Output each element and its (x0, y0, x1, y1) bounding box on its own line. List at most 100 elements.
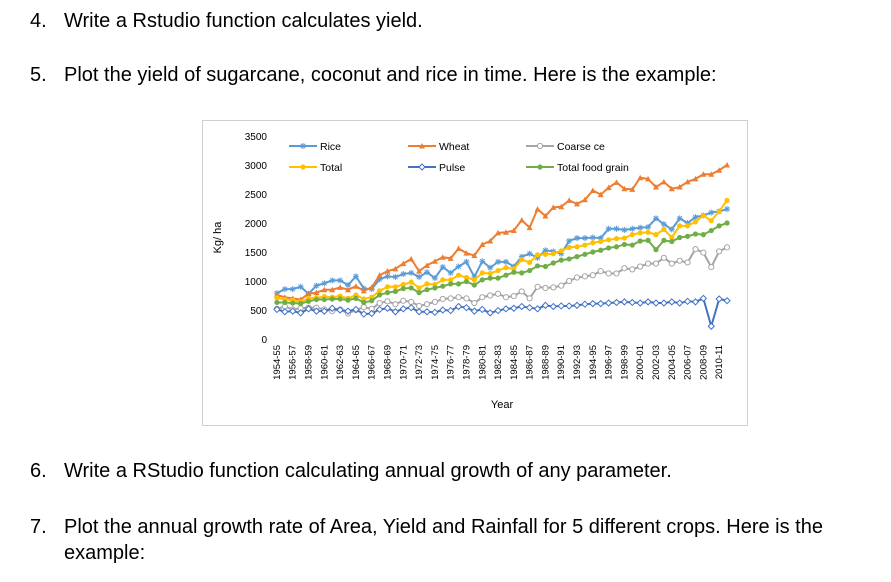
data-point (653, 247, 659, 253)
data-point (511, 269, 517, 275)
data-point (518, 217, 525, 223)
data-point (377, 292, 383, 298)
data-point (423, 308, 431, 316)
x-tick-label: 1990-91 (556, 345, 567, 380)
data-point (581, 235, 588, 242)
data-point (661, 226, 667, 232)
data-point (313, 289, 320, 296)
data-point (352, 305, 360, 314)
data-point (408, 298, 415, 305)
data-point (527, 259, 533, 266)
data-point (487, 264, 494, 271)
data-point (676, 215, 683, 222)
data-point (637, 263, 644, 270)
data-point (479, 270, 485, 276)
x-tick-label: 2000-01 (635, 345, 646, 380)
data-point (352, 283, 359, 289)
data-point (708, 171, 715, 177)
data-point (487, 292, 494, 299)
data-point (629, 225, 636, 232)
data-point (604, 299, 613, 307)
data-point (408, 269, 415, 276)
data-point (558, 248, 564, 254)
data-point (668, 226, 675, 233)
data-point (621, 185, 628, 192)
data-point (574, 235, 581, 242)
data-point (589, 272, 596, 279)
data-point (716, 208, 722, 214)
data-point (312, 307, 321, 315)
data-point (376, 299, 383, 307)
data-point (289, 286, 296, 293)
series-line (276, 164, 728, 301)
data-point (661, 237, 667, 243)
data-point (273, 305, 281, 314)
data-point (440, 277, 446, 283)
data-point (392, 284, 398, 290)
x-tick-label: 1964-65 (351, 345, 362, 380)
data-point (408, 285, 414, 291)
data-point (558, 257, 564, 263)
data-point (589, 299, 597, 308)
data-point (431, 275, 438, 282)
data-point (289, 307, 297, 315)
data-point (463, 274, 470, 281)
x-tick-label: 2006-07 (683, 345, 694, 380)
data-point (313, 282, 320, 289)
data-point (455, 281, 462, 287)
data-point (447, 269, 454, 276)
data-point (463, 258, 470, 265)
data-point (534, 206, 541, 212)
x-tick-label: 1994-95 (588, 345, 599, 380)
series-line (276, 222, 728, 305)
x-tick-label: 1972-73 (414, 345, 425, 380)
data-point (652, 299, 660, 307)
data-point (550, 284, 557, 291)
data-point (391, 308, 400, 316)
data-point (708, 209, 715, 216)
data-point (431, 298, 438, 305)
data-point (644, 260, 652, 267)
data-point (613, 236, 620, 242)
data-point (416, 273, 423, 280)
data-point (613, 244, 620, 250)
x-axis-label: Year (491, 399, 514, 411)
data-point (399, 305, 408, 313)
item-number: 4. (30, 10, 47, 32)
data-point (495, 258, 502, 265)
data-point (668, 298, 676, 306)
item-number: 7. (30, 516, 47, 538)
data-point (606, 245, 612, 251)
data-point (716, 167, 723, 173)
data-point (416, 285, 422, 291)
data-point (345, 286, 352, 293)
item-text-continued: example: (64, 542, 146, 564)
x-tick-label: 1956-57 (288, 345, 299, 380)
data-point (471, 252, 478, 258)
data-point (613, 179, 620, 185)
data-point (542, 213, 549, 219)
data-point (669, 238, 675, 245)
data-point (297, 283, 304, 290)
data-point (684, 259, 691, 266)
data-point (668, 260, 675, 267)
series-line (276, 297, 728, 330)
data-point (487, 237, 494, 244)
x-tick-label: 1992-93 (572, 345, 583, 380)
data-point (502, 258, 509, 265)
data-point (526, 250, 533, 257)
x-tick-label: 2004-05 (667, 345, 678, 380)
data-point (298, 301, 304, 307)
data-point (629, 242, 635, 248)
data-point (550, 204, 557, 210)
data-point (692, 175, 699, 182)
data-point (534, 283, 541, 290)
data-point (487, 270, 493, 277)
data-point (542, 251, 549, 257)
data-point (337, 284, 344, 290)
data-point (645, 229, 651, 235)
data-point (723, 297, 731, 305)
data-point (700, 171, 707, 177)
data-point (668, 185, 675, 192)
legend-label: Total (320, 162, 342, 174)
